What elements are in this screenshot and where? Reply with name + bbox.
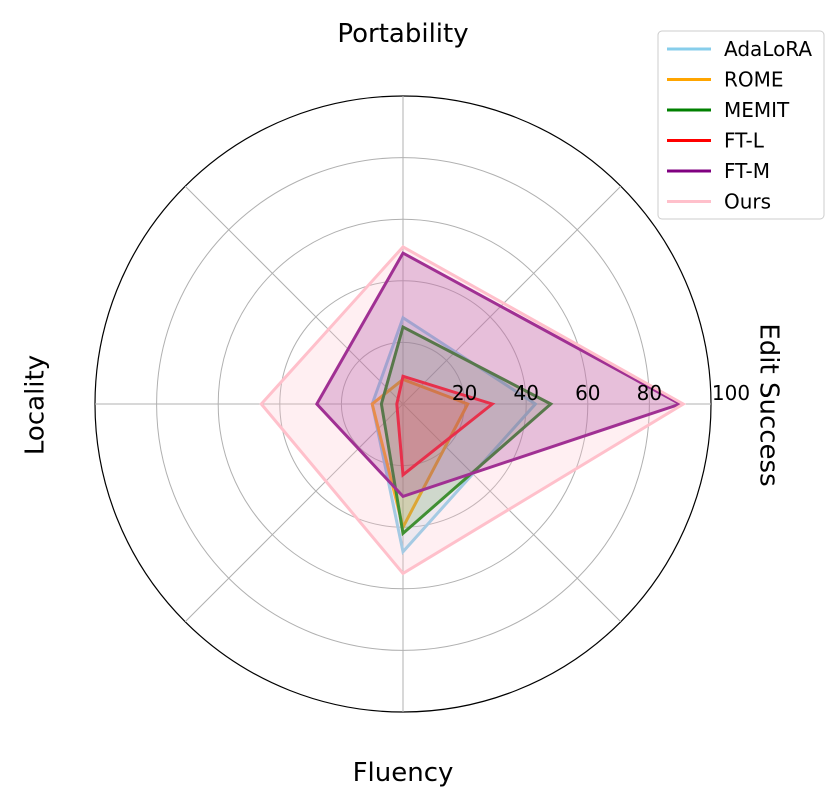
series-ft-m bbox=[314, 251, 684, 499]
grid-spoke bbox=[402, 403, 622, 623]
grid-spoke bbox=[184, 185, 404, 405]
axis-label-portability: Portability bbox=[337, 19, 468, 49]
axis-label-fluency: Fluency bbox=[353, 758, 454, 788]
legend-label-ours: Ours bbox=[724, 190, 771, 214]
tick-label-40: 40 bbox=[513, 381, 538, 405]
legend-label-rome: ROME bbox=[724, 68, 784, 92]
legend-label-adalora: AdaLoRA bbox=[724, 37, 812, 61]
tick-label-20: 20 bbox=[452, 381, 477, 405]
series-layer bbox=[259, 245, 687, 576]
tick-label-80: 80 bbox=[637, 381, 662, 405]
radial-ticks: 20 40 60 80 100 bbox=[452, 381, 750, 405]
tick-label-60: 60 bbox=[575, 381, 600, 405]
series-ft-l bbox=[395, 374, 496, 478]
legend-label-ft-m: FT-M bbox=[724, 159, 770, 183]
grid-spoke bbox=[402, 185, 622, 405]
legend-label-memit: MEMIT bbox=[724, 98, 790, 122]
legend-label-ft-l: FT-L bbox=[724, 129, 765, 153]
series-memit bbox=[379, 324, 554, 537]
grid bbox=[94, 95, 712, 713]
tick-label-100: 100 bbox=[712, 381, 750, 405]
axis-label-locality: Locality bbox=[21, 355, 51, 455]
series-ours bbox=[259, 245, 687, 576]
grid-spoke bbox=[184, 403, 404, 623]
legend: AdaLoRA ROME MEMIT FT-L FT-M Ours bbox=[657, 30, 825, 220]
axis-label-edit-success: Edit Success bbox=[754, 323, 784, 486]
